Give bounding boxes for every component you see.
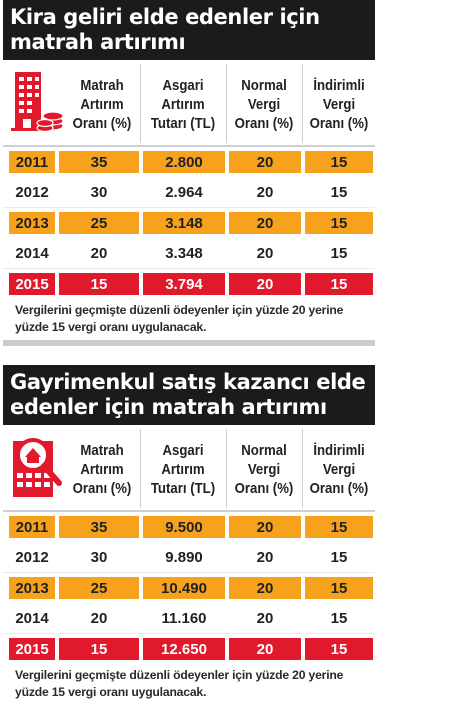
table-header: Matrah Artırım Oranı (%) Asgari Artırım Tuta…: [3, 427, 375, 512]
reduced-rate-cell: 15: [305, 638, 373, 660]
footnote-line-1: Vergilerini geçmişte düzenli ödeyenler i…: [15, 303, 344, 317]
matrah-rate-cell: 35: [59, 516, 139, 538]
matrah-rate-cell: 20: [90, 244, 108, 262]
minimum-amount-cell: 2.800: [143, 151, 225, 173]
matrah-rate-cell: 30: [90, 183, 108, 201]
title-line-1: Kira geliri elde edenler için: [10, 5, 320, 29]
matrah-rate-cell: 15: [59, 273, 139, 295]
matrah-rate-cell: 20: [90, 609, 108, 627]
minimum-amount-cell: 9.500: [143, 516, 225, 538]
reduced-rate-cell: 15: [330, 548, 348, 566]
table-body: 2011 35 2.800 20 15 2012 30 2.964 20 15 …: [3, 147, 375, 299]
normal-rate-cell: 20: [229, 212, 301, 234]
header-reduced-rate: İndirimli Vergi Oranı (%): [309, 76, 369, 132]
normal-rate-cell: 20: [256, 244, 274, 262]
normal-rate-cell: 20: [256, 183, 274, 201]
table-row: 2015 15 3.794 20 15: [3, 269, 375, 299]
panel-title: Kira geliri elde edenler için matrah art…: [3, 0, 375, 60]
normal-rate-cell: 20: [229, 273, 301, 295]
header-divider: [226, 64, 227, 143]
matrah-rate-cell: 25: [59, 212, 139, 234]
table-row: 2013 25 10.490 20 15: [3, 573, 375, 603]
year-cell: 2013: [9, 577, 55, 599]
title-line-1: Gayrimenkul satış kazancı elde: [10, 370, 366, 394]
year-cell: 2015: [9, 638, 55, 660]
minimum-amount-cell: 3.348: [165, 244, 203, 262]
minimum-amount-cell: 10.490: [143, 577, 225, 599]
year-cell: 2011: [9, 516, 55, 538]
minimum-amount-cell: 3.794: [143, 273, 225, 295]
table-row: 2012 30 2.964 20 15: [3, 177, 375, 208]
header-matrah-rate: Matrah Artırım Oranı (%): [72, 441, 132, 497]
table-row: 2013 25 3.148 20 15: [3, 208, 375, 238]
house-search-icon: [13, 438, 62, 497]
header-normal-rate: Normal Vergi Oranı (%): [234, 76, 294, 132]
table-row: 2014 20 11.160 20 15: [3, 603, 375, 634]
normal-rate-cell: 20: [256, 548, 274, 566]
header-divider: [140, 429, 141, 508]
minimum-amount-cell: 3.148: [143, 212, 225, 234]
reduced-rate-cell: 15: [305, 516, 373, 538]
title-line-2: edenler için matrah artırımı: [10, 395, 327, 419]
title-line-2: matrah artırımı: [10, 30, 186, 54]
property-sale-panel: Gayrimenkul satış kazancı elde edenler i…: [3, 365, 375, 701]
year-cell: 2014: [15, 609, 49, 627]
footnote: Vergilerini geçmişte düzenli ödeyenler i…: [3, 664, 375, 701]
building-coins-icon: [11, 72, 64, 133]
header-normal-rate: Normal Vergi Oranı (%): [234, 441, 294, 497]
year-cell: 2015: [9, 273, 55, 295]
rental-income-panel: Kira geliri elde edenler için matrah art…: [3, 0, 375, 336]
year-cell: 2012: [15, 548, 49, 566]
minimum-amount-cell: 11.160: [161, 609, 207, 627]
footnote: Vergilerini geçmişte düzenli ödeyenler i…: [3, 299, 375, 336]
header-divider: [302, 429, 303, 508]
header-divider: [226, 429, 227, 508]
year-cell: 2014: [15, 244, 49, 262]
reduced-rate-cell: 15: [330, 609, 348, 627]
year-cell: 2011: [9, 151, 55, 173]
minimum-amount-cell: 2.964: [165, 183, 203, 201]
reduced-rate-cell: 15: [305, 212, 373, 234]
header-minimum-amount: Asgari Artırım Tutarı (TL): [150, 76, 216, 132]
header-minimum-amount: Asgari Artırım Tutarı (TL): [150, 441, 216, 497]
table-body: 2011 35 9.500 20 15 2012 30 9.890 20 15 …: [3, 512, 375, 664]
footnote-line-2: yüzde 15 vergi oranı uygulanacak.: [15, 320, 207, 334]
reduced-rate-cell: 15: [305, 151, 373, 173]
reduced-rate-cell: 15: [330, 244, 348, 262]
reduced-rate-cell: 15: [305, 273, 373, 295]
table-row: 2015 15 12.650 20 15: [3, 634, 375, 664]
panel-title: Gayrimenkul satış kazancı elde edenler i…: [3, 365, 375, 425]
header-reduced-rate: İndirimli Vergi Oranı (%): [309, 441, 369, 497]
normal-rate-cell: 20: [256, 609, 274, 627]
table-row: 2014 20 3.348 20 15: [3, 238, 375, 269]
header-divider: [140, 64, 141, 143]
reduced-rate-cell: 15: [330, 183, 348, 201]
footnote-line-1: Vergilerini geçmişte düzenli ödeyenler i…: [15, 668, 344, 682]
minimum-amount-cell: 9.890: [165, 548, 203, 566]
normal-rate-cell: 20: [229, 516, 301, 538]
header-matrah-rate: Matrah Artırım Oranı (%): [72, 76, 132, 132]
matrah-rate-cell: 35: [59, 151, 139, 173]
year-cell: 2012: [15, 183, 49, 201]
table-header: Matrah Artırım Oranı (%) Asgari Artırım Tuta…: [3, 62, 375, 147]
matrah-rate-cell: 30: [90, 548, 108, 566]
normal-rate-cell: 20: [229, 577, 301, 599]
table-row: 2011 35 2.800 20 15: [3, 147, 375, 177]
footnote-line-2: yüzde 15 vergi oranı uygulanacak.: [15, 685, 207, 699]
panel-bottom-divider: [3, 340, 375, 346]
table-row: 2012 30 9.890 20 15: [3, 542, 375, 573]
matrah-rate-cell: 25: [59, 577, 139, 599]
header-divider: [302, 64, 303, 143]
year-cell: 2013: [9, 212, 55, 234]
normal-rate-cell: 20: [229, 151, 301, 173]
normal-rate-cell: 20: [229, 638, 301, 660]
reduced-rate-cell: 15: [305, 577, 373, 599]
minimum-amount-cell: 12.650: [143, 638, 225, 660]
table-row: 2011 35 9.500 20 15: [3, 512, 375, 542]
matrah-rate-cell: 15: [59, 638, 139, 660]
